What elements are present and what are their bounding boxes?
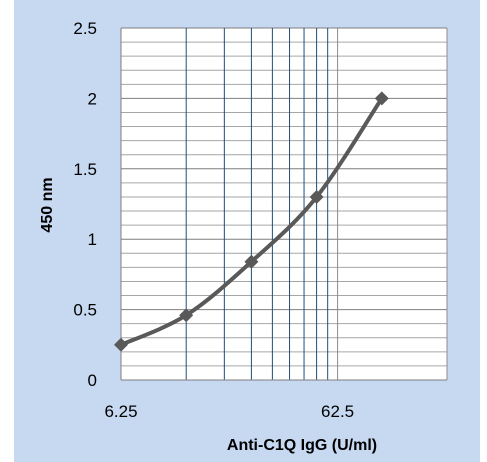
- y-tick-label: 2.5: [73, 19, 97, 38]
- data-point-marker: [244, 254, 259, 269]
- y-tick-label: 1.5: [73, 160, 97, 179]
- x-tick-label: 62.5: [321, 402, 354, 421]
- y-axis-title: 450 nm: [39, 177, 56, 232]
- series-layer: [114, 91, 389, 352]
- x-axis-title: Anti-C1Q IgG (U/ml): [227, 437, 377, 454]
- data-point-marker: [309, 189, 324, 204]
- y-tick-label: 1: [88, 230, 97, 249]
- x-tick-label: 6.25: [104, 402, 137, 421]
- y-tick-label: 2: [88, 89, 97, 108]
- data-point-marker: [114, 337, 128, 352]
- plot-area: [121, 28, 447, 380]
- tick-labels: 0 0.5 1 1.5 2 2.5 6.25 62.5: [73, 19, 354, 421]
- data-point-marker: [374, 91, 389, 106]
- y-tick-label: 0.5: [73, 301, 97, 320]
- y-tick-label: 0: [88, 371, 97, 390]
- axes: [120, 28, 448, 381]
- data-point-marker: [179, 308, 194, 323]
